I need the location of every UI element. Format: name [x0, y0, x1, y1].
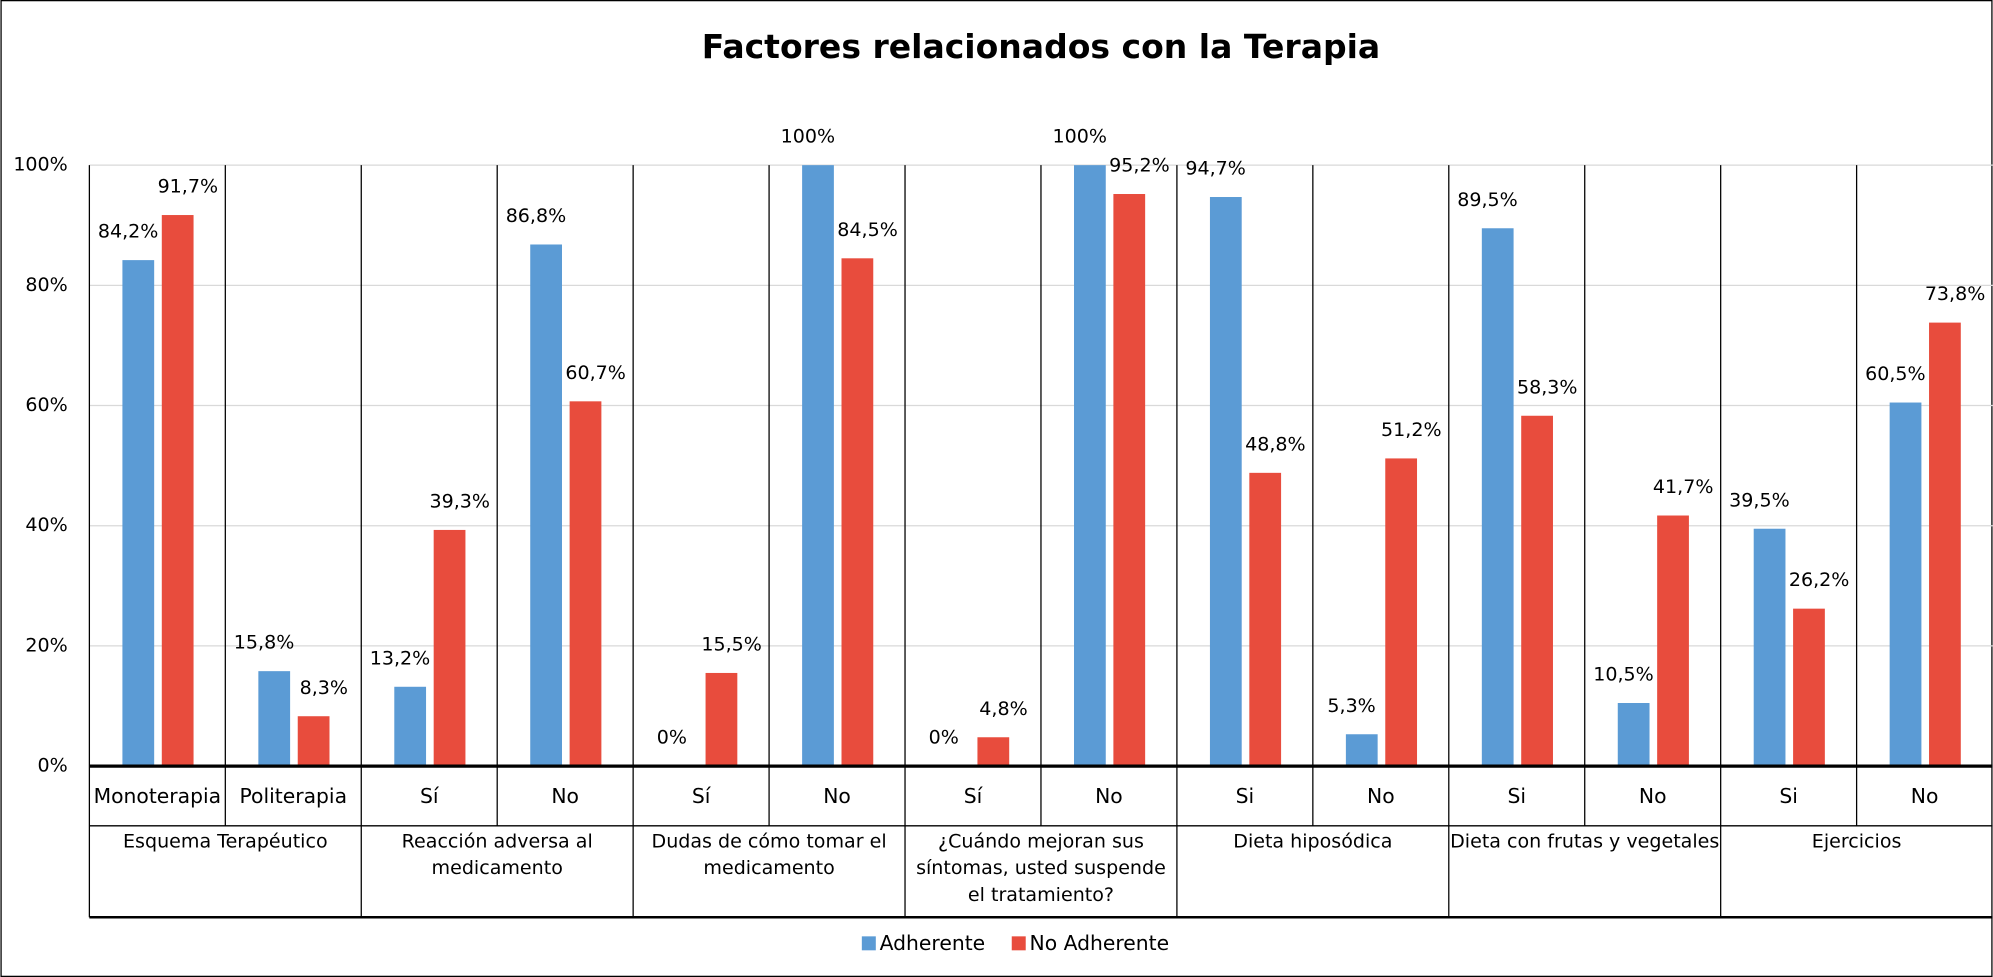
data-label: 41,7%	[1653, 476, 1714, 498]
x-tick-label: Sí	[420, 784, 440, 808]
bar	[530, 244, 562, 767]
bar	[297, 716, 330, 767]
bar	[1657, 515, 1689, 767]
x-tick-label: No	[551, 784, 579, 808]
x-tick-label: Si	[1779, 784, 1798, 808]
x-tick-label: No	[823, 784, 851, 808]
data-label: 8,3%	[300, 677, 348, 699]
data-label: 51,2%	[1381, 419, 1442, 441]
bar	[1073, 165, 1106, 767]
bar	[1889, 402, 1922, 767]
group-label: Ejercicios	[1811, 829, 1902, 853]
bar	[1929, 322, 1961, 767]
legend-swatch	[1011, 936, 1026, 951]
group-label-box: Dieta hiposódica	[1233, 829, 1393, 853]
bar	[1481, 228, 1514, 767]
data-label: 48,8%	[1245, 433, 1306, 455]
bar	[433, 529, 466, 767]
bar	[1521, 415, 1553, 767]
bar	[705, 672, 738, 767]
data-label: 5,3%	[1327, 695, 1375, 717]
group-label: Esquema Terapéutico	[123, 829, 328, 853]
legend-label: Adherente	[880, 931, 986, 955]
x-tick-label: Sí	[692, 784, 712, 808]
data-label: 84,2%	[98, 221, 159, 243]
data-label: 15,5%	[701, 634, 762, 656]
group-label-box: ¿Cuándo mejoran sus síntomas, usted susp…	[916, 829, 1166, 906]
x-tick-label: Monoterapia	[94, 784, 221, 808]
group-label: Dudas de cómo tomar el medicamento	[651, 829, 887, 880]
data-label: 95,2%	[1109, 155, 1170, 177]
bar	[1345, 734, 1378, 767]
data-label: 73,8%	[1925, 283, 1986, 305]
group-label-box: Reacción adversa al medicamento	[401, 829, 593, 880]
group-label-box: Ejercicios	[1811, 829, 1902, 853]
y-tick-label: 20%	[25, 634, 67, 656]
bar	[569, 401, 602, 767]
x-tick-label: Si	[1236, 784, 1255, 808]
group-label: Dieta con frutas y vegetales	[1450, 829, 1720, 853]
x-tick-label: No	[1367, 784, 1395, 808]
legend-swatch	[861, 936, 876, 951]
group-label: ¿Cuándo mejoran sus síntomas, usted susp…	[916, 829, 1166, 906]
x-tick-label: No	[1639, 784, 1667, 808]
data-label: 94,7%	[1185, 158, 1246, 180]
bar	[802, 165, 834, 767]
bar	[1249, 472, 1282, 767]
data-label: 60,5%	[1865, 363, 1926, 385]
data-label: 86,8%	[506, 205, 567, 227]
y-tick-label: 100%	[13, 154, 67, 176]
bar	[122, 260, 155, 767]
data-label: 26,2%	[1789, 569, 1850, 591]
data-label: 89,5%	[1457, 189, 1518, 211]
bar	[1209, 197, 1242, 767]
group-label-box: Dudas de cómo tomar el medicamento	[651, 829, 887, 880]
data-label: 58,3%	[1517, 376, 1578, 398]
chart-title: Factores relacionados con la Terapia	[702, 27, 1381, 66]
x-tick-label: Si	[1507, 784, 1526, 808]
group-label-box: Dieta con frutas y vegetales	[1450, 829, 1720, 853]
group-label: Dieta hiposódica	[1233, 829, 1393, 853]
data-label: 91,7%	[158, 176, 219, 198]
bar	[394, 686, 427, 767]
bar	[1113, 194, 1146, 767]
data-label: 0%	[657, 727, 687, 749]
y-tick-label: 60%	[25, 394, 67, 416]
legend-label: No Adherente	[1030, 931, 1170, 955]
bar	[1793, 608, 1825, 767]
x-tick-label: No	[1911, 784, 1939, 808]
bar	[841, 258, 874, 767]
bar	[1385, 458, 1418, 767]
bar	[258, 671, 291, 767]
data-label: 60,7%	[565, 362, 626, 384]
x-tick-label: Sí	[964, 784, 984, 808]
data-label: 39,5%	[1729, 489, 1790, 511]
bar	[977, 737, 1010, 767]
group-label: Reacción adversa al medicamento	[401, 829, 593, 880]
group-label-box: Esquema Terapéutico	[123, 829, 328, 853]
data-label: 84,5%	[837, 219, 898, 241]
data-label: 100%	[781, 126, 835, 148]
y-tick-label: 80%	[25, 274, 67, 296]
data-label: 13,2%	[370, 647, 431, 669]
bar	[1617, 703, 1650, 767]
data-label: 4,8%	[979, 698, 1027, 720]
bar	[1753, 528, 1786, 767]
data-label: 39,3%	[429, 490, 490, 512]
x-tick-label: No	[1095, 784, 1123, 808]
bar	[161, 215, 194, 767]
data-label: 0%	[929, 727, 959, 749]
y-tick-label: 40%	[25, 514, 67, 536]
data-label: 15,8%	[234, 632, 295, 654]
x-tick-label: Politerapia	[240, 784, 347, 808]
y-tick-label: 0%	[38, 755, 68, 777]
data-label: 100%	[1052, 126, 1106, 148]
data-label: 10,5%	[1593, 664, 1654, 686]
